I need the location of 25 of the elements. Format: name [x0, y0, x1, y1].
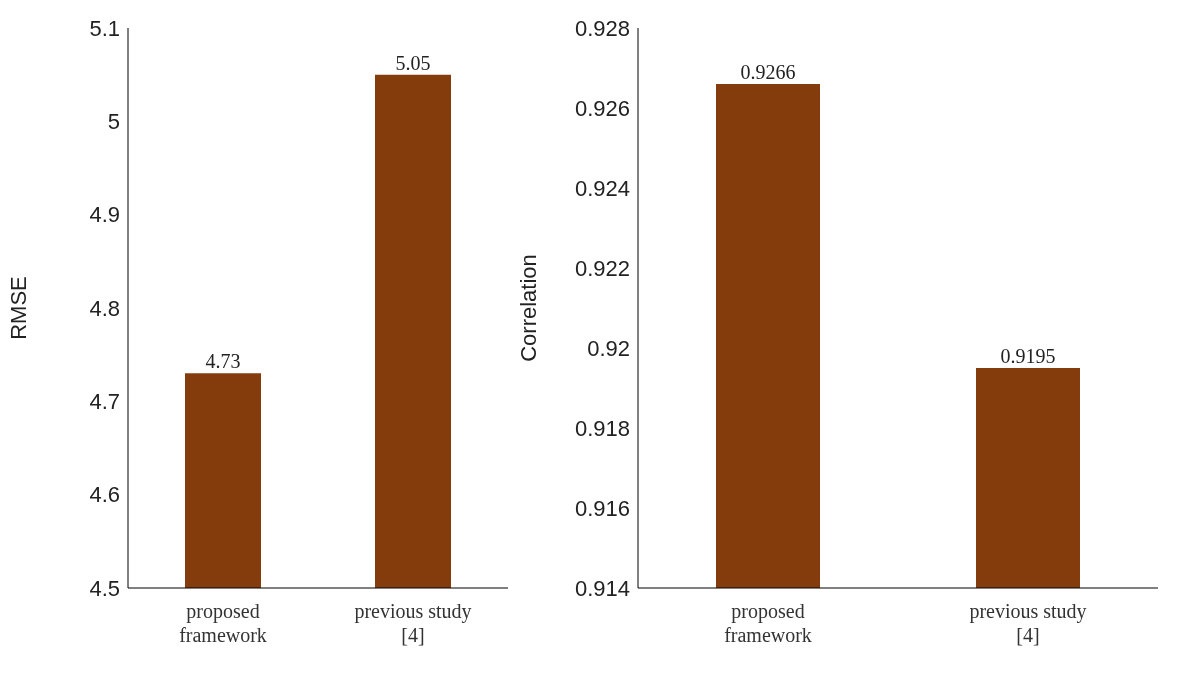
x-tick-label: proposed framework: [179, 600, 267, 646]
data-label: 0.9266: [740, 61, 796, 83]
y-axis-title: RMSE: [5, 276, 31, 340]
y-tick-label: 4.5: [89, 575, 120, 601]
y-tick-label: 4.8: [89, 295, 120, 321]
y-tick-label: 0.924: [574, 175, 630, 201]
y-tick-label: 0.914: [574, 575, 630, 601]
y-tick-label: 0.926: [574, 95, 630, 121]
data-label: 5.05: [395, 51, 431, 74]
y-tick-label: 5.1: [89, 15, 120, 41]
y-axis-title: Correlation: [515, 254, 541, 362]
data-label: 0.9195: [1000, 345, 1056, 367]
y-tick-label: 4.9: [89, 202, 120, 228]
x-tick-label: proposed framework: [724, 600, 812, 646]
data-label: 4.73: [205, 350, 241, 373]
x-tick-label: previous study [4]: [354, 600, 472, 646]
y-tick-label: 4.6: [89, 482, 120, 508]
y-tick-label: 4.7: [89, 389, 120, 415]
y-tick-label: 0.916: [574, 495, 630, 521]
y-tick-label: 5: [107, 109, 120, 135]
x-tick-label: previous study [4]: [969, 600, 1087, 646]
y-tick-label: 0.922: [574, 255, 630, 281]
y-tick-label: 0.92: [587, 335, 630, 361]
y-tick-label: 0.918: [574, 415, 630, 441]
y-tick-label: 0.928: [574, 15, 630, 41]
